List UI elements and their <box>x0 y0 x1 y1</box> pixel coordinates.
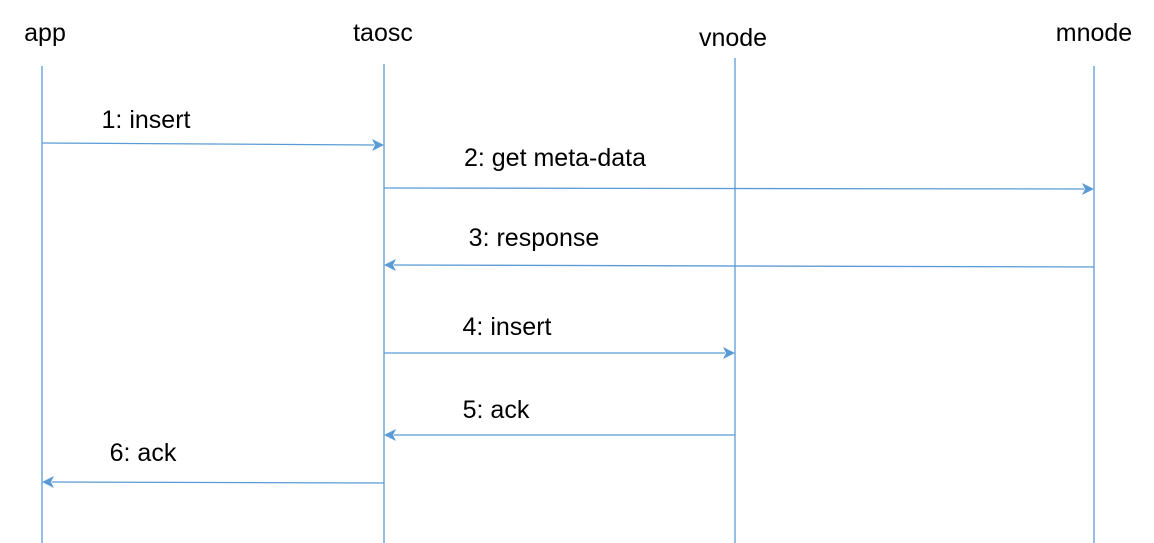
message-label: 1: insert <box>102 106 191 134</box>
message-label: 3: response <box>469 224 600 252</box>
message-label: 6: ack <box>110 439 177 467</box>
message-arrow-line <box>41 142 375 146</box>
arrowhead-icon <box>384 429 396 441</box>
arrowhead-icon <box>723 347 735 359</box>
message-2: 2: get meta-data <box>383 144 1094 195</box>
message-3: 3: response <box>384 224 1095 271</box>
message-label: 2: get meta-data <box>464 144 646 172</box>
arrowhead-icon <box>372 139 384 151</box>
participant-app: app <box>24 19 66 47</box>
participant-taosc: taosc <box>353 19 413 47</box>
message-5: 5: ack <box>384 396 735 441</box>
message-1: 1: insert <box>41 106 384 151</box>
message-arrow-line <box>383 187 1085 190</box>
message-6: 6: ack <box>42 439 385 488</box>
message-label: 5: ack <box>463 396 530 424</box>
message-arrow-line <box>393 264 1095 268</box>
participant-vnode: vnode <box>699 24 767 52</box>
message-label: 4: insert <box>463 313 552 341</box>
arrowhead-icon <box>384 259 396 271</box>
message-arrow-line <box>51 481 385 484</box>
participant-mnode: mnode <box>1056 19 1132 47</box>
arrowhead-icon <box>1082 183 1094 195</box>
message-4: 4: insert <box>384 313 735 359</box>
arrowhead-icon <box>42 476 54 488</box>
